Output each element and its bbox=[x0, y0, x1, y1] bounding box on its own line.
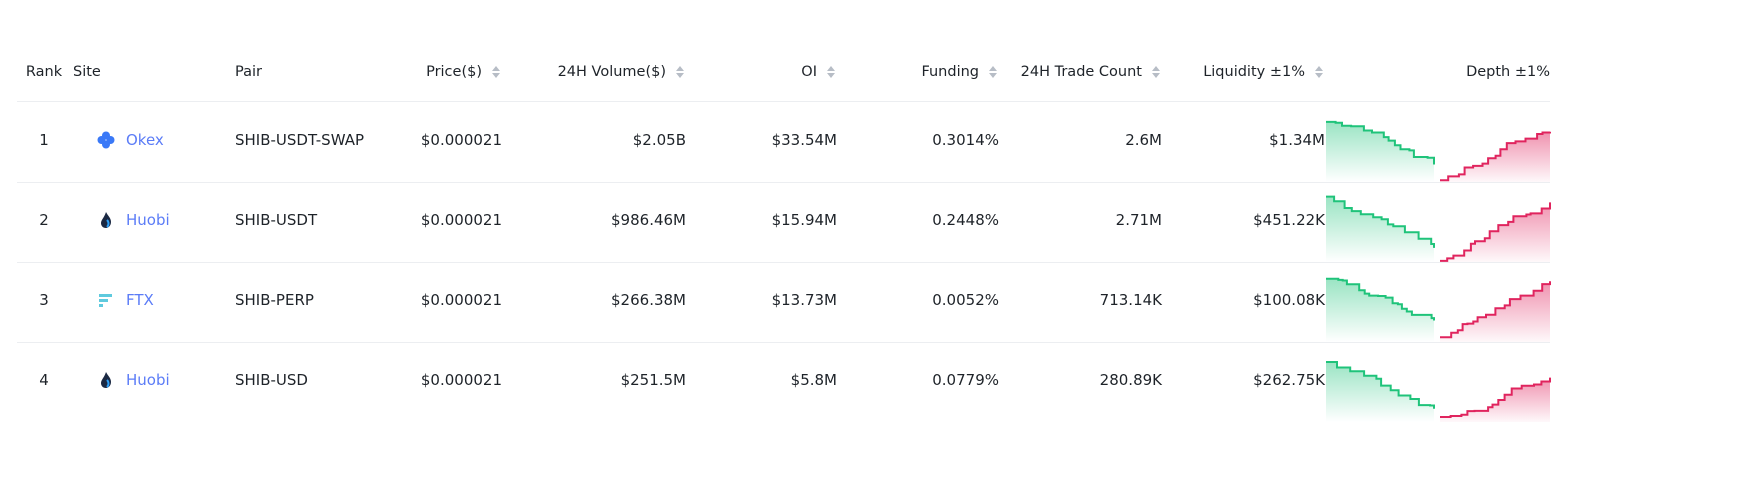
exchange-icon bbox=[101, 372, 111, 388]
depth-chart bbox=[1326, 361, 1551, 422]
column-header[interactable]: Liquidity ±1% bbox=[1203, 64, 1305, 80]
sort-icon bbox=[676, 66, 684, 78]
rank: 4 bbox=[39, 371, 49, 389]
rank: 2 bbox=[39, 211, 49, 229]
cell-value: $266.38M bbox=[611, 291, 686, 309]
cell-value: 0.0779% bbox=[932, 371, 999, 389]
cell-value: 2.6M bbox=[1125, 131, 1162, 149]
cell-value: $15.94M bbox=[771, 211, 837, 229]
row-divider bbox=[17, 342, 1550, 343]
column-header[interactable]: 24H Volume($) bbox=[557, 64, 666, 80]
depth-chart bbox=[1326, 277, 1551, 342]
row-divider bbox=[17, 262, 1550, 263]
cell-value: $451.22K bbox=[1253, 211, 1325, 229]
sort-icon bbox=[1152, 66, 1160, 78]
cell-value: 280.89K bbox=[1099, 371, 1162, 389]
site-link[interactable]: Huobi bbox=[126, 371, 170, 389]
cell-value: $1.34M bbox=[1269, 131, 1325, 149]
header-divider bbox=[17, 101, 1550, 102]
rank: 1 bbox=[39, 131, 49, 149]
column-header[interactable]: OI bbox=[801, 64, 817, 80]
exchange-icon bbox=[101, 212, 111, 228]
cell-value: $0.000021 bbox=[420, 371, 502, 389]
exchange-icon bbox=[97, 131, 115, 149]
column-header[interactable]: Funding bbox=[921, 64, 979, 80]
column-header[interactable]: 24H Trade Count bbox=[1020, 64, 1142, 80]
sort-icon bbox=[827, 66, 835, 78]
exchange-icon bbox=[99, 294, 112, 307]
sort-icon bbox=[1315, 66, 1323, 78]
column-header: Pair bbox=[235, 64, 262, 80]
cell-value: $986.46M bbox=[611, 211, 686, 229]
cell-value: $100.08K bbox=[1253, 291, 1325, 309]
cell-value: $33.54M bbox=[771, 131, 837, 149]
cell-value: $2.05B bbox=[632, 131, 686, 149]
cell-value: $251.5M bbox=[620, 371, 686, 389]
row-divider bbox=[17, 182, 1550, 183]
cell-value: $0.000021 bbox=[420, 131, 502, 149]
site-link[interactable]: Okex bbox=[126, 131, 164, 149]
cell-value: 2.71M bbox=[1115, 211, 1162, 229]
cell-value: SHIB-USDT-SWAP bbox=[235, 131, 365, 149]
column-header[interactable]: Price($) bbox=[426, 64, 482, 80]
cell-value: $0.000021 bbox=[420, 291, 502, 309]
site-link[interactable]: Huobi bbox=[126, 211, 170, 229]
column-header: Site bbox=[73, 64, 101, 80]
cell-value: $262.75K bbox=[1253, 371, 1325, 389]
site-link[interactable]: FTX bbox=[126, 291, 154, 309]
cell-value: SHIB-USD bbox=[235, 371, 308, 389]
cell-value: SHIB-USDT bbox=[235, 211, 318, 229]
column-header: Depth ±1% bbox=[1466, 64, 1550, 80]
sort-icon bbox=[989, 66, 997, 78]
cell-value: 0.2448% bbox=[932, 211, 999, 229]
cell-value: SHIB-PERP bbox=[235, 291, 314, 309]
sort-icon bbox=[492, 66, 500, 78]
cell-value: 0.0052% bbox=[932, 291, 999, 309]
cell-value: $13.73M bbox=[771, 291, 837, 309]
cell-value: $0.000021 bbox=[420, 211, 502, 229]
depth-chart bbox=[1326, 120, 1551, 182]
cell-value: $5.8M bbox=[790, 371, 837, 389]
cell-value: 0.3014% bbox=[932, 131, 999, 149]
cell-value: 713.14K bbox=[1099, 291, 1162, 309]
depth-chart bbox=[1326, 195, 1551, 262]
rank: 3 bbox=[39, 291, 49, 309]
column-header: Rank bbox=[25, 64, 63, 80]
